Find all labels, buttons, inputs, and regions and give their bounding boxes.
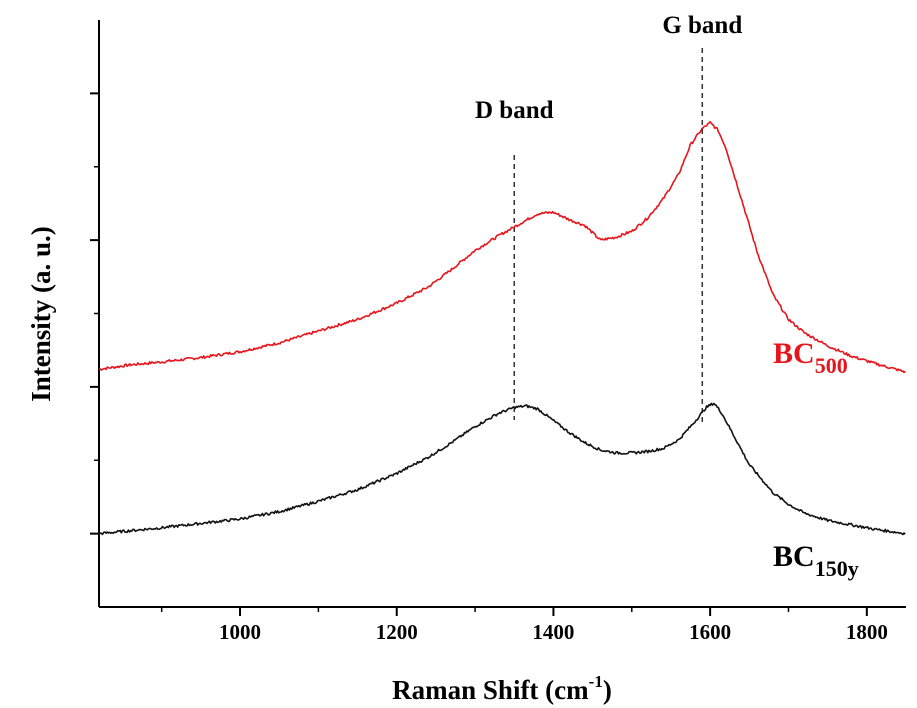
series-line-0	[98, 121, 906, 374]
x-tick-label: 1200	[376, 620, 418, 644]
series-lines	[98, 121, 906, 536]
x-tick-label: 1400	[532, 620, 574, 644]
band-label: G band	[662, 12, 742, 39]
x-tick-label: 1000	[219, 620, 261, 644]
band-annotations: D band G band	[475, 12, 742, 425]
series-label-bc150y: BC150y	[773, 540, 859, 581]
x-tick-label: 1800	[846, 620, 888, 644]
y-axis-title: Intensity (a. u.)	[26, 226, 56, 402]
x-ticks: 1000 1200 1400 1600 1800	[160, 607, 888, 644]
series-line-1	[98, 402, 906, 536]
band-label: D band	[475, 97, 554, 124]
y-ticks	[90, 92, 99, 535]
series-label-bc500: BC500	[773, 337, 848, 378]
x-tick-label: 1600	[689, 620, 731, 644]
x-axis-title: Raman Shift (cm-1)	[392, 672, 612, 705]
